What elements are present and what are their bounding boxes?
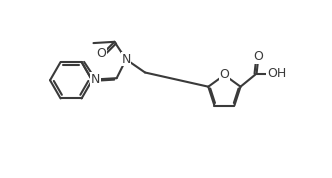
Text: N: N bbox=[91, 73, 100, 86]
Text: O: O bbox=[96, 47, 106, 60]
Text: N: N bbox=[122, 53, 131, 66]
Text: O: O bbox=[219, 69, 229, 82]
Text: O: O bbox=[253, 50, 263, 63]
Text: OH: OH bbox=[267, 67, 286, 80]
